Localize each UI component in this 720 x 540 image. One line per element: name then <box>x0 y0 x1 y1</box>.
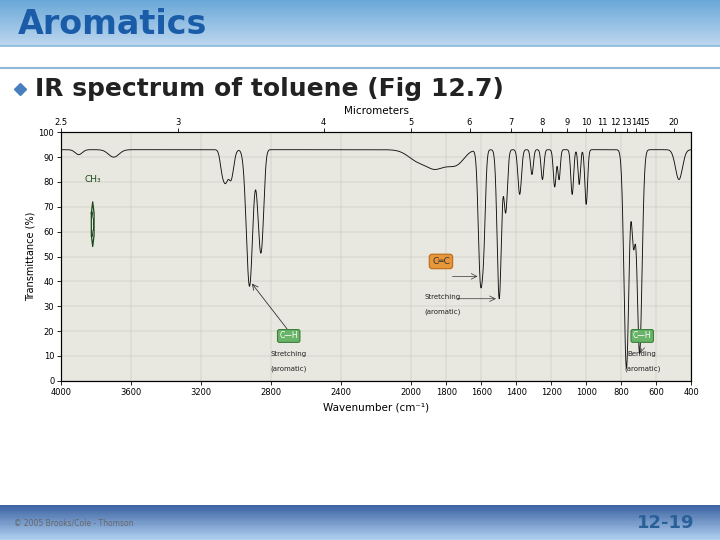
Bar <box>0 528 720 529</box>
Bar <box>0 506 720 507</box>
Bar <box>0 526 720 527</box>
Bar <box>0 9 720 10</box>
Bar <box>0 8 720 9</box>
Text: CH₃: CH₃ <box>84 175 101 184</box>
X-axis label: Micrometers: Micrometers <box>343 106 409 116</box>
Text: C—H: C—H <box>633 332 652 341</box>
Bar <box>0 514 720 515</box>
Bar <box>0 512 720 513</box>
Bar <box>0 1 720 2</box>
Bar <box>0 525 720 526</box>
Text: C═C: C═C <box>432 257 450 266</box>
Bar <box>0 45 720 46</box>
Bar <box>0 16 720 17</box>
Bar <box>0 532 720 533</box>
Bar <box>0 3 720 4</box>
Bar <box>0 537 720 538</box>
Bar <box>0 529 720 531</box>
Text: © 2005 Brooks/Cole - Thomson: © 2005 Brooks/Cole - Thomson <box>14 518 134 527</box>
Bar <box>0 507 720 509</box>
Bar <box>0 23 720 24</box>
Bar <box>0 39 720 40</box>
Bar <box>0 33 720 35</box>
Bar <box>0 539 720 540</box>
Bar <box>0 25 720 26</box>
Bar <box>0 7 720 8</box>
Bar <box>0 37 720 38</box>
Bar <box>0 15 720 16</box>
Bar <box>0 36 720 37</box>
Bar <box>0 535 720 537</box>
Text: 12-19: 12-19 <box>637 514 695 532</box>
Bar <box>0 6 720 7</box>
Bar <box>0 11 720 12</box>
Text: C—H: C—H <box>279 332 298 341</box>
Bar <box>0 524 720 525</box>
Bar <box>0 44 720 45</box>
Bar <box>0 515 720 517</box>
Bar <box>0 510 720 511</box>
Bar <box>0 520 720 521</box>
Bar <box>0 17 720 18</box>
Bar <box>0 4 720 6</box>
Bar <box>0 22 720 23</box>
Bar <box>0 19 720 21</box>
Bar <box>0 29 720 30</box>
Bar <box>0 12 720 14</box>
Bar <box>0 0 720 1</box>
Bar <box>0 509 720 510</box>
Text: (aromatic): (aromatic) <box>271 366 307 372</box>
Bar <box>0 533 720 534</box>
X-axis label: Wavenumber (cm⁻¹): Wavenumber (cm⁻¹) <box>323 402 429 412</box>
Bar <box>0 21 720 22</box>
Bar <box>0 35 720 36</box>
Text: Aromatics: Aromatics <box>18 8 207 41</box>
Bar <box>0 531 720 532</box>
Bar <box>0 2 720 3</box>
Text: (aromatic): (aromatic) <box>624 366 660 372</box>
Bar <box>0 40 720 42</box>
Bar <box>0 518 720 519</box>
Bar <box>0 28 720 29</box>
Bar <box>0 534 720 535</box>
Bar <box>0 38 720 39</box>
Text: Bending: Bending <box>628 351 657 357</box>
Y-axis label: Transmittance (%): Transmittance (%) <box>26 212 36 301</box>
Bar <box>0 505 720 506</box>
Text: Stretching: Stretching <box>425 294 461 300</box>
Bar <box>0 538 720 539</box>
Bar <box>0 18 720 19</box>
Bar <box>0 31 720 32</box>
Bar <box>0 527 720 528</box>
Bar <box>0 32 720 33</box>
Text: Stretching: Stretching <box>271 351 307 357</box>
Bar <box>0 24 720 25</box>
Text: (aromatic): (aromatic) <box>425 309 461 315</box>
Bar <box>0 521 720 523</box>
Bar <box>0 10 720 11</box>
Text: IR spectrum of toluene (Fig 12.7): IR spectrum of toluene (Fig 12.7) <box>35 77 503 101</box>
Bar <box>0 42 720 43</box>
Bar <box>0 30 720 31</box>
Bar <box>0 517 720 518</box>
Bar <box>0 14 720 15</box>
Bar <box>0 519 720 520</box>
Bar <box>0 511 720 512</box>
Bar <box>0 26 720 28</box>
Bar <box>0 513 720 514</box>
Bar <box>0 523 720 524</box>
Bar <box>0 43 720 44</box>
